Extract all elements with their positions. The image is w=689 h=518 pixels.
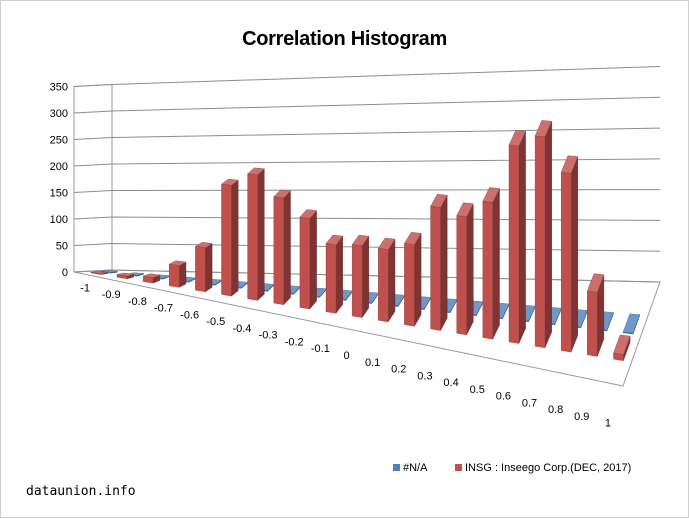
- x-tick-label: -1: [80, 282, 90, 294]
- legend-swatch: [393, 464, 400, 471]
- bar: [142, 273, 161, 284]
- x-tick-label: -0.6: [180, 309, 199, 321]
- y-tick-label: 300: [50, 108, 68, 120]
- y-tick-label: 0: [62, 267, 68, 279]
- bar: [220, 178, 239, 297]
- y-axis-ticks: 0 50 100 150 200 250 300 350: [50, 82, 68, 280]
- y-tick-label: 150: [50, 188, 68, 200]
- gridline: [73, 269, 661, 283]
- legend-item: INSG : Inseego Corp.(DEC, 2017): [455, 462, 631, 474]
- bar: [273, 189, 291, 306]
- chart-bars: [90, 120, 640, 361]
- legend-label: INSG : Inseego Corp.(DEC, 2017): [465, 462, 631, 474]
- x-tick-label: -0.2: [285, 336, 304, 348]
- x-tick-label: 0.6: [496, 391, 511, 403]
- gridline: [73, 216, 661, 221]
- bar: [430, 193, 448, 331]
- x-tick-label: 0.4: [443, 377, 458, 389]
- x-tick-label: 0.5: [470, 384, 485, 396]
- y-tick-label: 100: [50, 214, 68, 226]
- x-tick-label: -0.4: [232, 323, 251, 335]
- bar: [613, 334, 631, 361]
- bar: [456, 202, 474, 336]
- x-tick-label: 0.9: [574, 411, 589, 423]
- chart-legend: #N/A INSG : Inseego Corp.(DEC, 2017): [393, 462, 631, 474]
- gridline: [73, 96, 661, 114]
- bar: [247, 167, 265, 301]
- x-tick-label: 1: [605, 418, 611, 430]
- bar: [587, 273, 605, 357]
- bar: [351, 234, 370, 319]
- y-tick-label: 200: [50, 161, 68, 173]
- legend-swatch: [455, 464, 462, 471]
- legend-label: #N/A: [403, 462, 428, 474]
- x-tick-label: 0: [343, 350, 349, 362]
- bar: [100, 270, 118, 274]
- gridline: [73, 127, 661, 140]
- bar: [534, 120, 552, 349]
- bar: [508, 130, 526, 344]
- legend-item: #N/A: [393, 462, 428, 474]
- gridline: [73, 158, 661, 167]
- gridline: [73, 66, 661, 87]
- x-tick-label: -0.8: [128, 296, 147, 308]
- x-tick-label: -0.1: [311, 343, 330, 355]
- bar: [116, 272, 134, 280]
- x-tick-label: 0.2: [391, 364, 406, 376]
- gridline: [73, 242, 661, 252]
- chart-title: Correlation Histogram: [242, 28, 447, 50]
- x-tick-label: -0.7: [154, 303, 173, 315]
- y-tick-label: 250: [50, 135, 68, 147]
- y-tick-label: 50: [56, 241, 68, 253]
- bar: [299, 209, 317, 310]
- x-axis-ticks: -1 -0.9 -0.8 -0.7 -0.6 -0.5 -0.4 -0.3 -0.2 -0.1 0 0…: [80, 282, 611, 429]
- y-tick-label: 350: [50, 82, 68, 94]
- bar: [325, 234, 344, 314]
- bar: [168, 260, 187, 288]
- bar: [404, 232, 422, 328]
- gridline: [73, 189, 661, 193]
- watermark: dataunion.info: [26, 484, 136, 499]
- x-tick-label: -0.9: [102, 289, 121, 301]
- x-tick-label: -0.5: [206, 316, 225, 328]
- bar: [560, 155, 579, 353]
- chart-gridlines: [73, 66, 661, 283]
- bar: [622, 313, 640, 335]
- bar: [482, 187, 500, 340]
- x-tick-label: 0.7: [522, 397, 537, 409]
- x-tick-label: 0.8: [548, 404, 563, 416]
- x-tick-label: -0.3: [259, 330, 278, 342]
- bar: [90, 271, 108, 275]
- x-tick-label: 0.3: [417, 370, 432, 382]
- bar: [377, 237, 396, 323]
- x-tick-label: 0.1: [365, 357, 380, 369]
- bar: [194, 241, 213, 293]
